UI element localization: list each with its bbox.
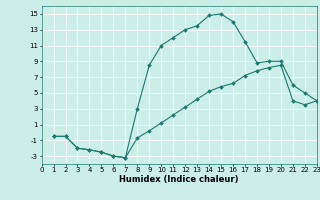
X-axis label: Humidex (Indice chaleur): Humidex (Indice chaleur) bbox=[119, 175, 239, 184]
